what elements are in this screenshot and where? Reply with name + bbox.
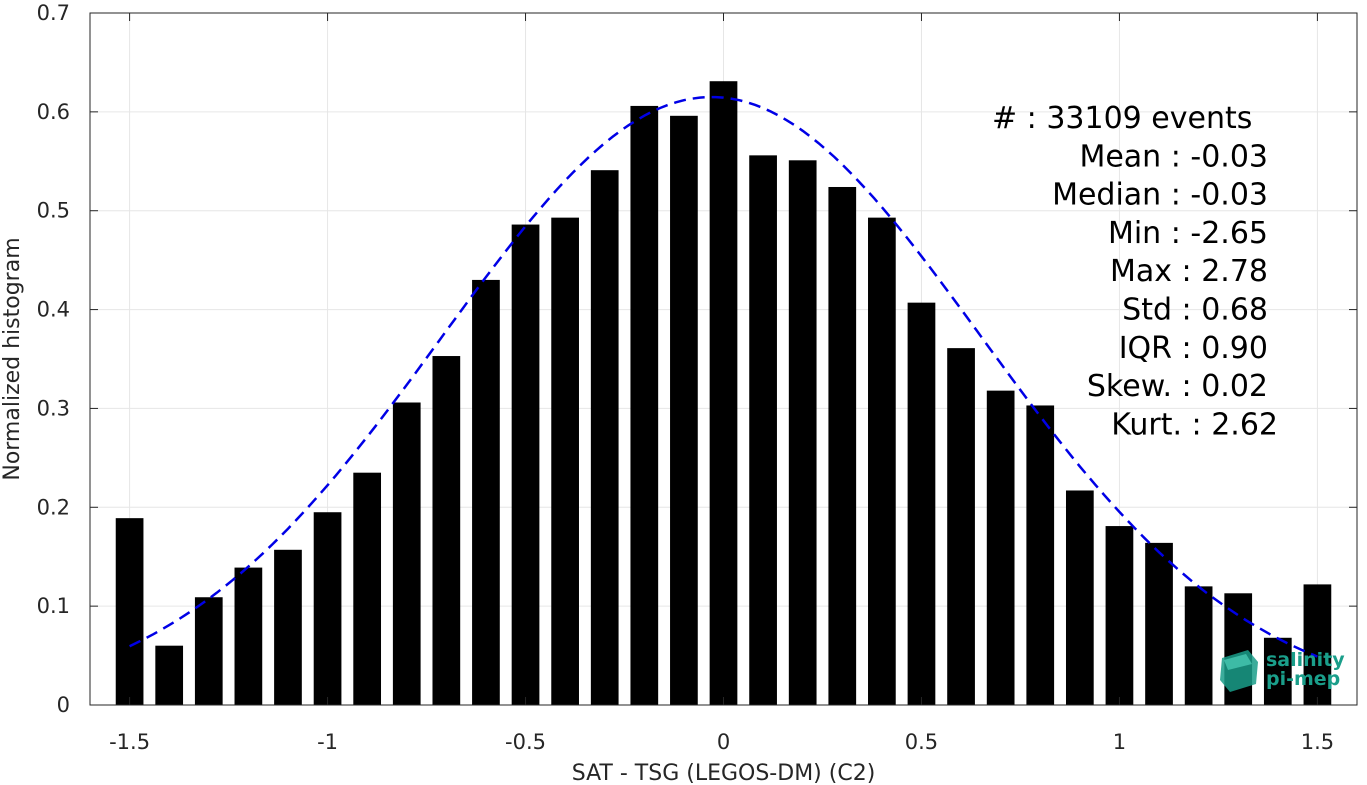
y-tick-label: 0.7 bbox=[37, 1, 70, 25]
histogram-bar bbox=[590, 170, 619, 705]
stats-line: Skew. : 0.02 bbox=[1087, 369, 1268, 404]
y-tick-label: 0.3 bbox=[37, 396, 70, 420]
histogram-bar bbox=[947, 348, 975, 705]
stats-line: # : 33109 events bbox=[992, 101, 1252, 136]
y-tick-label: 0.4 bbox=[37, 298, 70, 322]
histogram-bar bbox=[1105, 526, 1134, 705]
histogram-bar bbox=[1145, 542, 1173, 705]
histogram-bars bbox=[115, 81, 1332, 706]
histogram-bar bbox=[194, 597, 223, 705]
y-tick-label: 0.2 bbox=[37, 495, 70, 519]
histogram-bar bbox=[670, 115, 698, 706]
fit-curve-line bbox=[129, 95, 1318, 658]
logo-mark-highlight-icon bbox=[1224, 654, 1252, 670]
x-tick-label: 0 bbox=[717, 730, 730, 754]
y-tick-label: 0.6 bbox=[37, 100, 70, 124]
histogram-bar bbox=[986, 390, 1015, 705]
histogram-bar bbox=[709, 81, 738, 705]
x-tick-label: 1.5 bbox=[1301, 730, 1334, 754]
x-axis-title: SAT - TSG (LEGOS-DM) (C2) bbox=[572, 761, 876, 785]
histogram-bar bbox=[392, 402, 421, 705]
stats-line: Min : -2.65 bbox=[1108, 216, 1268, 251]
stats-line: Mean : -0.03 bbox=[1079, 139, 1268, 174]
stats-line: Std : 0.68 bbox=[1122, 293, 1268, 328]
stats-line: Kurt. : 2.62 bbox=[1111, 407, 1278, 442]
histogram-bar bbox=[1026, 405, 1055, 705]
histogram-bar bbox=[1263, 637, 1292, 705]
stats-line: Max : 2.78 bbox=[1110, 254, 1268, 289]
histogram-bar bbox=[511, 224, 540, 705]
histogram-bar bbox=[115, 518, 144, 705]
histogram-bar bbox=[749, 155, 777, 706]
histogram-bar bbox=[788, 160, 817, 706]
histogram-bar bbox=[630, 105, 659, 705]
histogram-bar bbox=[551, 217, 579, 706]
y-axis-title: Normalized histogram bbox=[0, 237, 25, 480]
x-tick-label: 1 bbox=[1113, 730, 1126, 754]
x-tick-label: -1.5 bbox=[109, 730, 150, 754]
logo-line1: salinity bbox=[1266, 649, 1345, 671]
x-tick-label: -0.5 bbox=[505, 730, 546, 754]
histogram-bar bbox=[472, 279, 500, 705]
logo-line2: pi-mep bbox=[1266, 668, 1340, 690]
y-tick-label: 0.5 bbox=[37, 199, 70, 223]
x-tick-label: 0.5 bbox=[905, 730, 938, 754]
histogram-bar bbox=[274, 549, 302, 705]
histogram-bar bbox=[353, 472, 382, 705]
histogram-bar bbox=[432, 356, 461, 705]
x-tick-label: -1 bbox=[317, 730, 338, 754]
histogram-bar bbox=[313, 512, 342, 705]
y-tick-label: 0.1 bbox=[37, 594, 70, 618]
histogram-bar bbox=[1065, 490, 1094, 705]
y-tick-label: 0 bbox=[57, 693, 70, 717]
histogram-bar bbox=[234, 567, 263, 705]
stats-line: Median : -0.03 bbox=[1052, 178, 1268, 213]
stats-line: IQR : 0.90 bbox=[1119, 331, 1268, 366]
histogram-bar bbox=[155, 645, 184, 705]
histogram-bar bbox=[1303, 584, 1332, 705]
salinity-pi-mep-logo: salinity pi-mep bbox=[1220, 649, 1345, 692]
histogram-bar bbox=[907, 302, 936, 705]
histogram-bar bbox=[868, 217, 896, 706]
gaussian-fit bbox=[129, 95, 1318, 658]
histogram-bar bbox=[1184, 586, 1213, 705]
histogram-bar bbox=[828, 186, 857, 705]
